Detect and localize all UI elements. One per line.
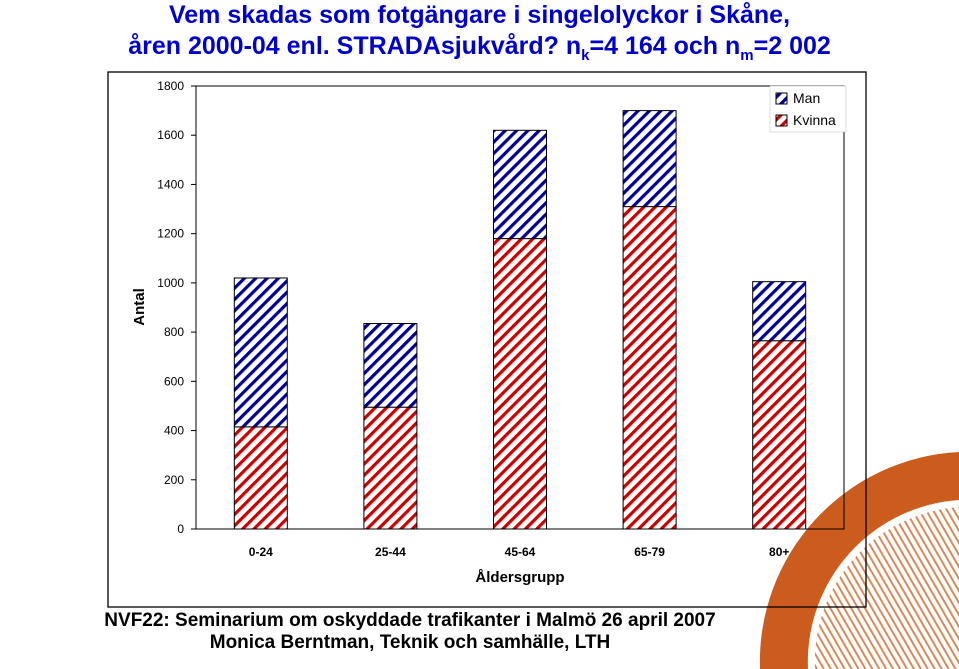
x-tick-label: 45-64	[505, 545, 536, 559]
bar-kvinna-0-24	[233, 426, 288, 530]
chart-title-line1: Vem skadas som fotgängare i singelolycko…	[168, 1, 791, 29]
y-tick-label: 1000	[157, 276, 184, 290]
title-text-prefix: åren 2000-04 enl. STRADAsjukvård? n	[128, 32, 582, 60]
x-axis-title: Åldersgrupp	[475, 569, 564, 586]
legend-swatch-kvinna	[775, 114, 788, 127]
footer-line1: NVF22: Seminarium om oskyddade trafikant…	[104, 610, 716, 631]
y-axis-title: Antal	[131, 288, 148, 326]
legend-label-kvinna: Kvinna	[793, 112, 836, 128]
legend-label-man: Man	[793, 90, 820, 106]
bar-man-0-24	[233, 277, 288, 428]
seal-ring	[759, 452, 959, 669]
x-tick-label: 80+	[769, 545, 789, 559]
y-tick-label: 1400	[157, 177, 184, 191]
bar-kvinna-25-44	[363, 406, 418, 530]
title-subscript-m: m	[740, 47, 754, 64]
bar-kvinna-45-64	[493, 238, 547, 530]
bar-man-25-44	[363, 322, 418, 408]
bar-man-65-79	[622, 110, 677, 208]
y-tick-label: 600	[164, 374, 184, 388]
chart-title-line2: åren 2000-04 enl. STRADAsjukvård? nk=4 1…	[0, 31, 959, 64]
chart-frame	[107, 71, 867, 608]
bar-kvinna-65-79	[622, 206, 677, 530]
title-text-suffix: =2 002	[753, 32, 831, 60]
bar-kvinna-80+	[752, 340, 807, 530]
y-tick-label: 1600	[157, 128, 184, 142]
university-seal-logo	[759, 452, 959, 669]
y-tick-label: 1800	[157, 79, 184, 93]
x-tick-label: 25-44	[375, 545, 406, 559]
seal-inner	[814, 507, 959, 669]
y-tick-label: 1200	[157, 227, 184, 241]
y-tick-label: 0	[177, 522, 184, 536]
bar-man-45-64	[493, 129, 547, 240]
legend-swatch-man	[775, 92, 788, 105]
y-tick-label: 800	[164, 325, 184, 339]
title-text-mid: =4 164 och n	[589, 32, 741, 60]
y-tick-label: 400	[164, 424, 184, 438]
title-subscript-k: k	[581, 47, 590, 64]
x-tick-label: 0-24	[249, 545, 273, 559]
footer-line2: Monica Berntman, Teknik och samhälle, LT…	[209, 632, 611, 653]
bar-man-80+	[752, 281, 807, 342]
y-tick-label: 200	[164, 473, 184, 487]
x-tick-label: 65-79	[634, 545, 665, 559]
